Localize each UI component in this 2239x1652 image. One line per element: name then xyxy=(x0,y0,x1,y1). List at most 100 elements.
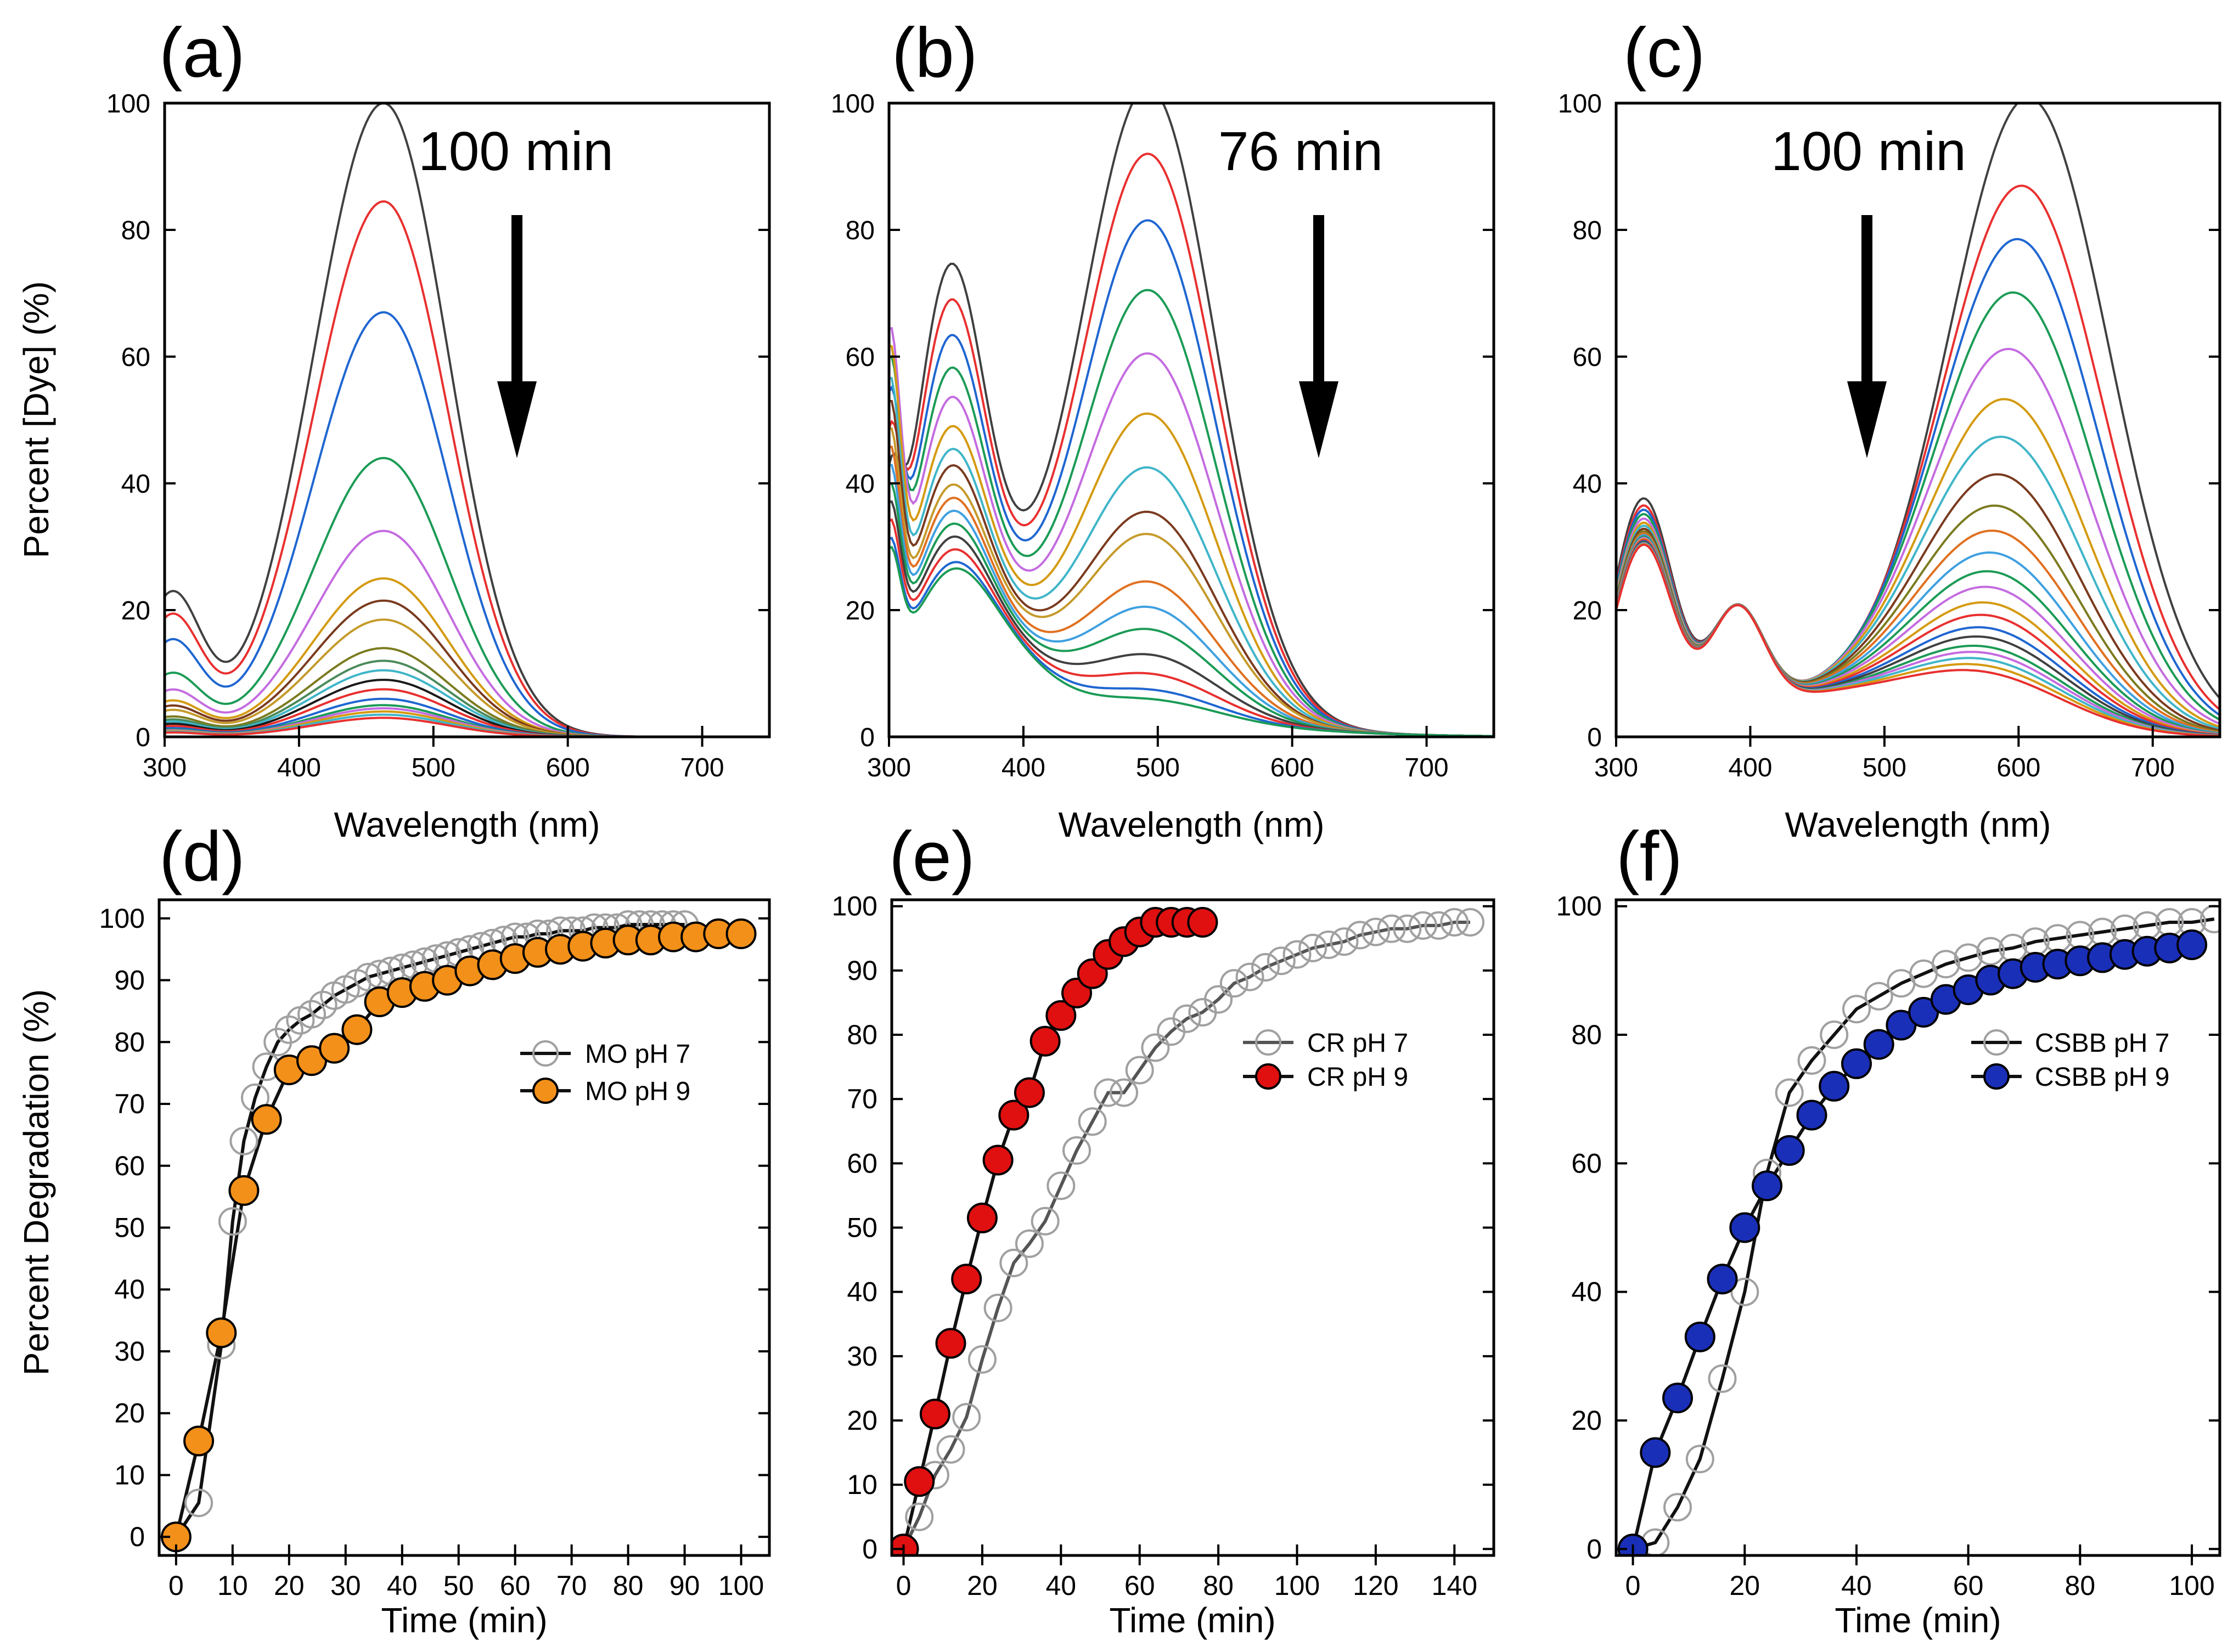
x-axis-label-a: Wavelength (nm) xyxy=(334,805,600,844)
data-point-e-0-22 xyxy=(1235,962,1264,991)
data-point-d-1-7 xyxy=(319,1033,350,1064)
y-tick-label-d-4: 40 xyxy=(114,1274,145,1305)
data-point-f-1-10 xyxy=(1841,1048,1872,1079)
y-tick-label-e-1: 10 xyxy=(847,1469,877,1500)
x-tick-label-b-0: 300 xyxy=(867,753,911,782)
annotation-time-b: 76 min xyxy=(1218,121,1383,182)
y-tick-label-d-3: 30 xyxy=(114,1336,145,1367)
y-tick-label-a-3: 60 xyxy=(121,343,150,372)
legend-f: CSBB pH 7 CSBB pH 9 xyxy=(1971,1029,2169,1092)
x-tick-label-e-2: 40 xyxy=(1045,1570,1076,1601)
data-point-e-1-2 xyxy=(919,1399,950,1430)
legend-label-f-ph9: CSBB pH 9 xyxy=(2035,1063,2169,1092)
data-point-f-1-6 xyxy=(1752,1170,1782,1202)
x-tick-label-f-4: 80 xyxy=(2065,1570,2096,1601)
data-point-e-0-21 xyxy=(1219,969,1248,998)
y-axis-label-bottom: Percent Degradation (%) xyxy=(16,989,56,1375)
x-tick-label-d-6: 60 xyxy=(500,1570,531,1601)
spectrum-line-a-7 xyxy=(165,618,769,737)
data-point-d-1-25 xyxy=(725,918,757,949)
data-point-f-0-8 xyxy=(1797,1046,1826,1075)
data-point-e-0-34 xyxy=(1424,911,1453,940)
spectrum-line-a-10 xyxy=(165,669,769,737)
x-axis-label-f: Time (min) xyxy=(1835,1600,2001,1640)
spectrum-line-b-15 xyxy=(889,545,1494,737)
plot-frame-a xyxy=(163,102,771,738)
data-point-e-0-12 xyxy=(1078,1107,1107,1136)
y-tick-label-f-2: 40 xyxy=(1571,1277,1602,1307)
data-point-f-0-2 xyxy=(1663,1493,1692,1522)
x-tick-label-d-4: 40 xyxy=(387,1570,418,1601)
spectrum-line-a-5 xyxy=(165,577,769,737)
y-tick-label-d-7: 70 xyxy=(114,1089,145,1119)
y-tick-label-e-7: 70 xyxy=(847,1084,877,1114)
y-tick-label-c-1: 20 xyxy=(1573,596,1602,625)
axis-ticks-a: 300 400 500 600 700 0 20 40 60 80 100 xyxy=(106,89,769,782)
data-point-f-0-5 xyxy=(1730,1277,1759,1306)
data-point-e-0-18 xyxy=(1172,1004,1201,1033)
data-point-f-1-3 xyxy=(1684,1321,1715,1352)
x-tick-label-f-1: 20 xyxy=(1729,1570,1760,1601)
data-point-f-0-7 xyxy=(1775,1078,1804,1107)
x-tick-label-f-2: 40 xyxy=(1841,1570,1872,1601)
legend-entry-e-ph9: CR pH 9 xyxy=(1243,1063,1408,1092)
data-point-f-1-9 xyxy=(1819,1070,1850,1102)
data-point-e-1-4 xyxy=(951,1264,982,1295)
data-point-e-1-7 xyxy=(998,1100,1030,1131)
plot-frame-b xyxy=(887,102,1495,738)
data-point-d-0-3 xyxy=(218,1207,247,1236)
y-tick-label-f-1: 20 xyxy=(1571,1405,1602,1436)
axis-ticks-d: 0 10 20 30 40 50 60 70 80 90 100 0 10 20 30 40 50 60 70 80 9… xyxy=(99,903,769,1601)
x-tick-label-b-2: 500 xyxy=(1136,753,1180,782)
x-tick-label-e-0: 0 xyxy=(896,1570,912,1601)
spectrum-line-a-18 xyxy=(165,717,769,737)
spectra-group-b xyxy=(889,103,1494,737)
x-tick-label-d-7: 70 xyxy=(556,1570,587,1601)
y-tick-label-a-5: 100 xyxy=(106,89,150,119)
data-point-e-0-24 xyxy=(1267,946,1296,976)
data-point-e-0-36 xyxy=(1456,908,1484,937)
data-point-f-0-9 xyxy=(1820,1020,1849,1049)
spectrum-line-a-8 xyxy=(165,647,769,737)
chart-panel-d: (d) 0 10 20 30 40 50 60 70 80 90 100 0 10 20 30 40 50 60 7… xyxy=(99,817,771,1640)
data-point-e-0-16 xyxy=(1141,1033,1170,1062)
x-tick-label-e-3: 60 xyxy=(1124,1570,1155,1601)
data-point-e-0-31 xyxy=(1377,914,1406,943)
data-point-e-0-10 xyxy=(1047,1171,1076,1200)
spectrum-line-c-12 xyxy=(1616,537,2220,736)
x-axis-label-d: Time (min) xyxy=(381,1600,547,1640)
axis-ticks-c: 300 400 500 600 700 0 20 40 60 80 100 xyxy=(1558,89,2220,782)
y-tick-label-f-3: 60 xyxy=(1571,1148,1602,1179)
spectrum-line-a-13 xyxy=(165,697,769,737)
data-point-e-1-3 xyxy=(935,1328,966,1359)
y-tick-label-b-3: 60 xyxy=(846,343,875,372)
panel-label-f: (f) xyxy=(1616,817,1683,896)
data-point-e-0-23 xyxy=(1251,953,1280,982)
y-tick-label-c-3: 60 xyxy=(1573,343,1602,372)
x-tick-label-d-3: 30 xyxy=(330,1570,361,1601)
y-tick-label-e-5: 50 xyxy=(847,1213,877,1243)
series-group-d xyxy=(160,910,757,1553)
spectrum-line-a-4 xyxy=(165,529,769,737)
x-tick-label-d-2: 20 xyxy=(274,1570,305,1601)
legend-entry-d-ph9: MO pH 9 xyxy=(520,1077,690,1106)
data-point-d-0-8 xyxy=(274,1015,303,1044)
x-tick-label-a-1: 400 xyxy=(277,753,321,782)
data-point-d-1-1 xyxy=(183,1425,215,1457)
data-point-e-0-9 xyxy=(1031,1206,1060,1236)
data-point-e-0-8 xyxy=(1015,1229,1044,1258)
legend-entry-e-ph7: CR pH 7 xyxy=(1243,1029,1408,1058)
series-group-e xyxy=(892,907,1484,1555)
y-tick-label-b-1: 20 xyxy=(846,596,875,625)
y-tick-label-c-2: 40 xyxy=(1573,470,1602,499)
data-point-d-1-4 xyxy=(251,1104,282,1135)
data-point-e-0-20 xyxy=(1204,985,1233,1014)
y-tick-label-a-1: 20 xyxy=(121,596,150,625)
x-tick-label-e-1: 20 xyxy=(967,1570,998,1601)
data-point-d-1-2 xyxy=(206,1317,237,1349)
plot-frame-c xyxy=(1614,102,2221,738)
data-point-f-0-14 xyxy=(1931,950,1960,979)
x-tick-label-d-9: 90 xyxy=(670,1570,700,1601)
data-point-d-0-10 xyxy=(297,1000,326,1029)
spectrum-line-b-12 xyxy=(889,500,1494,737)
